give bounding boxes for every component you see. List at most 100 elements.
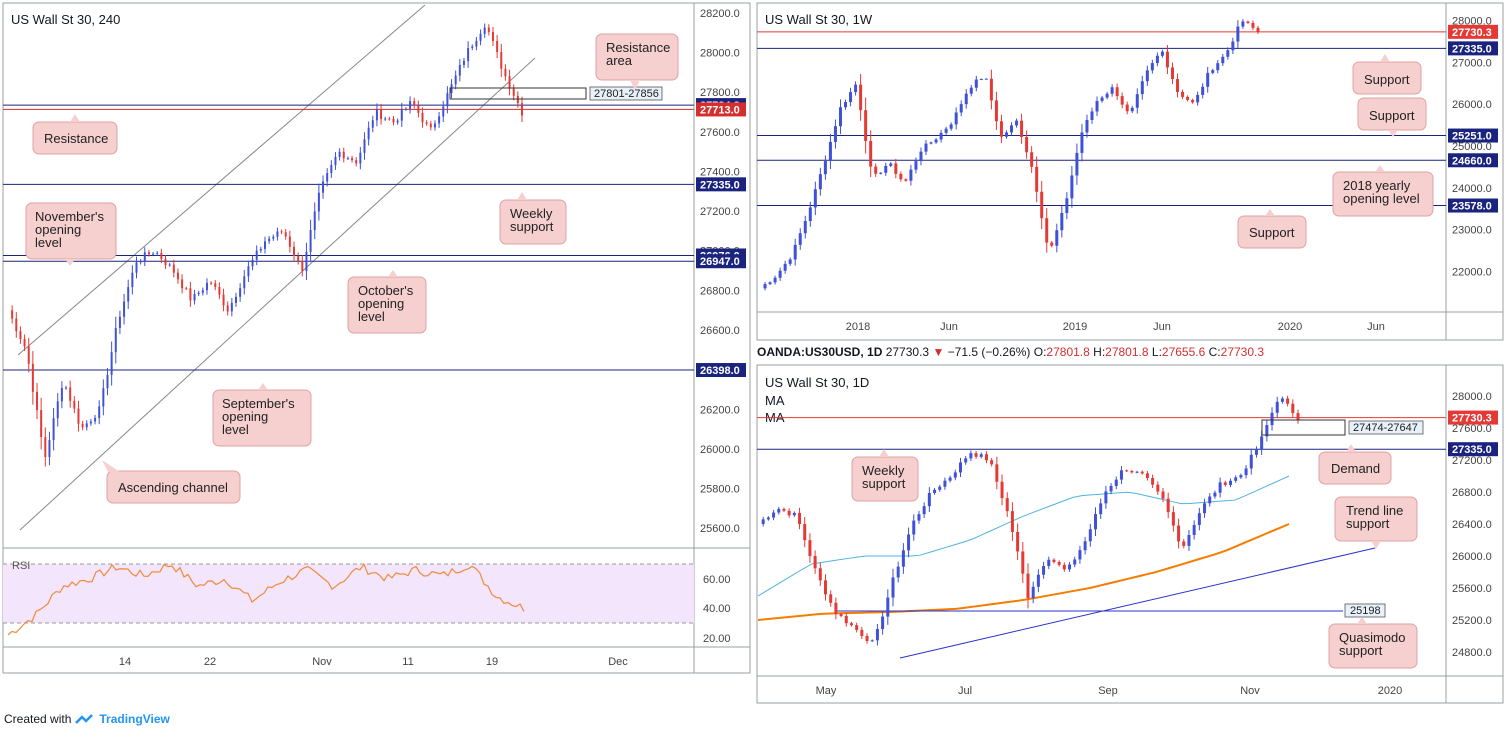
callout-trend-support: Trend line support xyxy=(1334,496,1418,549)
candle-body xyxy=(1075,152,1079,176)
candle-body xyxy=(1073,559,1077,565)
candle-body xyxy=(881,616,885,630)
candle-body xyxy=(1244,468,1248,476)
symbol-label: OANDA:US30USD, 1D xyxy=(757,345,883,359)
weekly-title: US Wall St 30, 1W xyxy=(765,12,873,27)
candle-body xyxy=(939,132,943,140)
daily-x-axis: May Jul Sep Nov 2020 xyxy=(816,685,1403,697)
candle-body xyxy=(894,163,898,174)
candle-body xyxy=(788,259,792,264)
candle-body xyxy=(818,568,822,581)
demand-zone-label: 27474-27647 xyxy=(1353,422,1418,434)
candle-body xyxy=(384,118,387,120)
candle-body xyxy=(1260,436,1264,450)
svg-text:Support: Support xyxy=(1369,108,1415,123)
candle-body xyxy=(1021,551,1025,574)
rsi-tick: 40.00 xyxy=(703,603,731,615)
candle-body xyxy=(479,33,482,41)
candle-body xyxy=(929,142,933,144)
candle-body xyxy=(139,261,142,263)
candle-body xyxy=(1070,175,1074,199)
candle-body xyxy=(766,517,770,520)
callout-november: November's opening level xyxy=(25,202,117,266)
candle-body xyxy=(487,27,490,33)
candle-body xyxy=(442,106,445,117)
candle-body xyxy=(1020,120,1024,137)
callout-w-support-1: Support xyxy=(1352,54,1422,95)
candle-body xyxy=(123,301,126,317)
candle-body xyxy=(1125,470,1129,472)
candle-body xyxy=(1140,471,1144,474)
price-badge-label: 27335.0 xyxy=(1452,444,1492,456)
candle-body xyxy=(131,272,134,288)
x-tick-label: Nov xyxy=(312,656,332,668)
price-badge xyxy=(696,102,746,117)
price-badge-label: 25251.0 xyxy=(1452,131,1492,143)
candle-body xyxy=(1016,531,1020,552)
candle-body xyxy=(425,122,428,124)
candle-body xyxy=(1135,471,1139,473)
x-tick-label: Jun xyxy=(1153,321,1171,333)
candle-body xyxy=(1088,529,1092,542)
candle-body xyxy=(98,406,101,418)
x-tick-label: Sep xyxy=(1098,685,1118,697)
candle-body xyxy=(948,477,952,481)
candle-body xyxy=(783,263,787,271)
candle-body xyxy=(446,93,449,107)
candle-body xyxy=(272,236,275,239)
candle-body xyxy=(475,40,478,47)
candle-body xyxy=(792,512,796,516)
candle-body xyxy=(964,93,968,105)
x-tick-label: Jun xyxy=(1367,321,1385,333)
x-tick-label: Jul xyxy=(958,685,972,697)
candle-body xyxy=(56,401,59,419)
candle-body xyxy=(421,112,424,123)
y-tick-label: 27800.0 xyxy=(700,87,740,99)
low-label: L: xyxy=(1151,345,1162,359)
candle-body xyxy=(413,101,416,106)
candle-body xyxy=(901,550,905,567)
candle-body xyxy=(1150,63,1154,71)
y-tick-label: 28000.0 xyxy=(700,48,740,60)
rsi-line xyxy=(7,562,525,636)
candle-body xyxy=(77,408,80,424)
candle-body xyxy=(808,207,812,222)
candle-body xyxy=(803,524,807,541)
candle-body xyxy=(1025,136,1029,153)
y-tick-label: 26800.0 xyxy=(700,285,740,297)
h4-resistance-zone xyxy=(449,87,587,100)
tradingview-link[interactable]: TradingView xyxy=(99,712,170,726)
price-badge xyxy=(1448,153,1498,168)
candle-body xyxy=(943,480,947,487)
x-tick-label: 14 xyxy=(119,656,131,668)
candle-body xyxy=(1192,524,1196,535)
candle-body xyxy=(989,78,993,101)
candle-body xyxy=(1036,574,1040,587)
weekly-levels: 27730.3 27335.0 25251.0 24660.0 23578.0 xyxy=(757,24,1498,213)
candle-body xyxy=(48,440,51,457)
candle-body xyxy=(483,27,486,34)
x-tick-label: 22 xyxy=(204,656,216,668)
candle-body xyxy=(156,252,159,254)
low-value: 27655.6 xyxy=(1161,345,1206,359)
candle-body xyxy=(954,112,958,125)
price-badge-label: 26398.0 xyxy=(700,365,740,377)
candle-body xyxy=(334,156,337,166)
candle-body xyxy=(185,288,188,290)
close-label: C: xyxy=(1208,345,1221,359)
callout-demand: Demand xyxy=(1318,444,1392,485)
y-tick-label: 26000.0 xyxy=(700,444,740,456)
candle-body xyxy=(859,84,863,111)
candle-body xyxy=(429,123,432,128)
candle-body xyxy=(1030,152,1034,167)
candle-body xyxy=(1187,534,1191,546)
candle-body xyxy=(1286,398,1290,404)
candle-body xyxy=(264,241,266,249)
candle-body xyxy=(1005,498,1009,512)
candle-body xyxy=(363,139,366,153)
candle-body xyxy=(1216,63,1220,71)
candle-body xyxy=(1171,512,1175,526)
candle-body xyxy=(1151,477,1155,485)
